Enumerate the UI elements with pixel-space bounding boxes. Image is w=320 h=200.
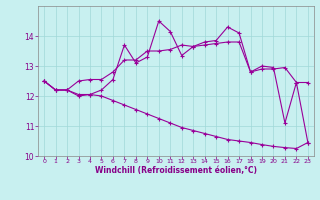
X-axis label: Windchill (Refroidissement éolien,°C): Windchill (Refroidissement éolien,°C) [95,166,257,175]
